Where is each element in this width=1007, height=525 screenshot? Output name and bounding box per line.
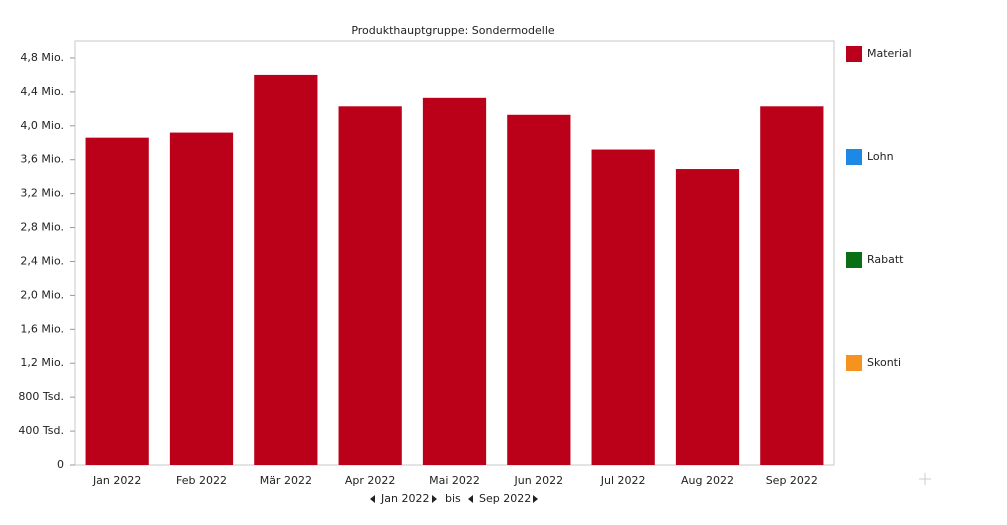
next-from[interactable] bbox=[432, 495, 437, 503]
legend-swatch bbox=[846, 252, 862, 268]
x-tick-label: Jul 2022 bbox=[600, 474, 646, 487]
y-tick-label: 1,6 Mio. bbox=[20, 322, 64, 335]
bar bbox=[338, 106, 402, 466]
add-icon[interactable] bbox=[919, 473, 931, 485]
y-tick-label: 3,6 Mio. bbox=[20, 153, 64, 166]
y-tick-label: 4,8 Mio. bbox=[20, 51, 64, 64]
x-tick-label: Jun 2022 bbox=[513, 474, 563, 487]
y-tick-label: 400 Tsd. bbox=[18, 424, 64, 437]
y-tick-label: 4,0 Mio. bbox=[20, 119, 64, 132]
y-tick-label: 800 Tsd. bbox=[18, 390, 64, 403]
legend-swatch bbox=[846, 149, 862, 165]
prev-to[interactable] bbox=[468, 495, 473, 503]
x-tick-label: Mär 2022 bbox=[260, 474, 312, 487]
x-tick-label: Feb 2022 bbox=[176, 474, 227, 487]
x-tick-label: Apr 2022 bbox=[345, 474, 396, 487]
bar bbox=[591, 149, 655, 465]
bar bbox=[169, 132, 234, 466]
y-tick-label: 4,4 Mio. bbox=[20, 85, 64, 98]
y-tick-label: 2,0 Mio. bbox=[20, 288, 64, 301]
range-separator: bis bbox=[445, 492, 461, 505]
prev-from[interactable] bbox=[370, 495, 375, 503]
y-tick-label: 1,2 Mio. bbox=[20, 356, 64, 369]
bar bbox=[507, 114, 571, 465]
x-tick-label: Sep 2022 bbox=[766, 474, 818, 487]
next-to[interactable] bbox=[533, 495, 538, 503]
legend-swatch bbox=[846, 46, 862, 62]
y-tick-label: 0 bbox=[57, 458, 64, 471]
range-to[interactable]: Sep 2022 bbox=[479, 492, 531, 505]
legend-label: Material bbox=[867, 47, 912, 60]
y-tick-label: 3,2 Mio. bbox=[20, 187, 64, 200]
range-selector: Jan 2022 bis Sep 2022 bbox=[370, 492, 538, 505]
range-from[interactable]: Jan 2022 bbox=[380, 492, 429, 505]
y-tick-label: 2,8 Mio. bbox=[20, 221, 64, 234]
legend-label: Lohn bbox=[867, 150, 894, 163]
legend-label: Skonti bbox=[867, 356, 901, 369]
x-tick-label: Jan 2022 bbox=[92, 474, 141, 487]
legend-label: Rabatt bbox=[867, 253, 904, 266]
bar bbox=[760, 106, 824, 466]
legend-swatch bbox=[846, 355, 862, 371]
bar bbox=[85, 137, 149, 465]
chart-title: Produkthauptgruppe: Sondermodelle bbox=[351, 24, 555, 37]
y-tick-label: 2,4 Mio. bbox=[20, 254, 64, 267]
bar bbox=[675, 169, 740, 465]
x-tick-label: Aug 2022 bbox=[681, 474, 734, 487]
bar bbox=[254, 74, 318, 466]
bar bbox=[422, 97, 487, 465]
x-tick-label: Mai 2022 bbox=[429, 474, 480, 487]
